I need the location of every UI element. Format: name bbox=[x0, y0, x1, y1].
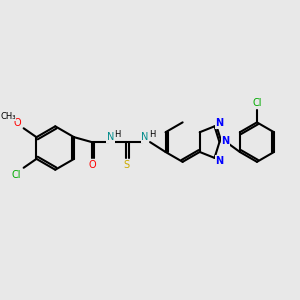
Text: H: H bbox=[149, 130, 155, 139]
Text: O: O bbox=[14, 118, 22, 128]
Text: N: N bbox=[215, 156, 223, 166]
Text: O: O bbox=[88, 160, 96, 170]
Text: S: S bbox=[123, 160, 129, 170]
Text: CH₃: CH₃ bbox=[0, 112, 16, 121]
Text: Cl: Cl bbox=[11, 170, 20, 180]
Text: N: N bbox=[141, 132, 149, 142]
Text: H: H bbox=[114, 130, 121, 139]
Text: N: N bbox=[215, 118, 223, 128]
Text: N: N bbox=[107, 132, 114, 142]
Text: Cl: Cl bbox=[252, 98, 262, 108]
Text: N: N bbox=[221, 136, 230, 146]
